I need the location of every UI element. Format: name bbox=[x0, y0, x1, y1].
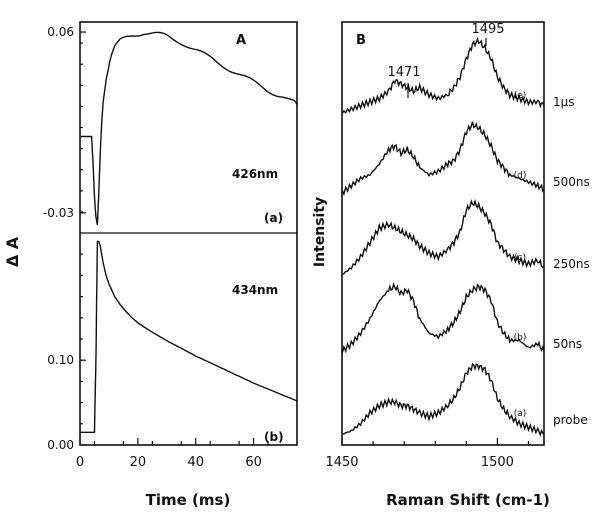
spectrum-tag: (d) bbox=[514, 171, 527, 181]
spectrum-tag: (e) bbox=[514, 91, 527, 101]
panel-a-xtick-label: 20 bbox=[130, 455, 147, 470]
panel-a-xtick-label: 0 bbox=[76, 455, 84, 470]
spectrum-50ns bbox=[341, 281, 545, 355]
panel-a: A 426nm (a) 434nm (b) Δ A Time (ms) 0.06… bbox=[3, 21, 298, 509]
spectrum-500ns bbox=[341, 121, 545, 197]
trace-a-wavelength: 426nm bbox=[232, 167, 278, 181]
panel-b: B Intensity Raman Shift (cm-1) 1471 1495… bbox=[312, 21, 590, 509]
panel-a-ytick-label: 0.00 bbox=[47, 438, 74, 452]
panel-a-ytick-label: 0.06 bbox=[47, 25, 74, 39]
spectrum-probe bbox=[341, 362, 545, 438]
panel-a-ylabel: Δ A bbox=[3, 236, 22, 267]
panel-a-traces bbox=[80, 31, 298, 433]
trace-b-tag: (b) bbox=[264, 430, 284, 444]
panel-a-letter: A bbox=[236, 33, 246, 48]
spectrum-name: 1μs bbox=[553, 95, 575, 109]
panel-a-ticks: 0.06 -0.03 0.10 0.000 20 40 60 bbox=[43, 25, 269, 470]
trace-b-wavelength: 434nm bbox=[232, 283, 278, 297]
spectrum-name: 250ns bbox=[553, 257, 590, 271]
spectrum-name: probe bbox=[553, 413, 588, 427]
panel-a-ytick-label: -0.03 bbox=[43, 206, 74, 220]
peak-label-1471: 1471 bbox=[387, 65, 420, 80]
panel-b-ticks: 1450 1500 bbox=[325, 438, 530, 470]
panel-b-xtick-label: 1450 bbox=[325, 455, 358, 470]
spectrum-1μs bbox=[341, 36, 545, 115]
panel-a-xtick-label: 60 bbox=[245, 455, 262, 470]
peak-label-1495: 1495 bbox=[471, 22, 504, 37]
panel-b-ylabel: Intensity bbox=[312, 197, 328, 267]
panel-b-labels: (e) 1μs (d) 500ns (c) 250ns (b) 50ns (a) probe bbox=[514, 91, 590, 427]
panel-a-ytick-label: 0.10 bbox=[47, 353, 74, 367]
panel-b-traces bbox=[341, 36, 545, 438]
spectrum-250ns bbox=[341, 198, 545, 276]
spectrum-tag: (a) bbox=[514, 409, 527, 419]
trace-a-tag: (a) bbox=[264, 211, 283, 225]
panel-b-xlabel: Raman Shift (cm-1) bbox=[386, 491, 550, 509]
spectrum-tag: (c) bbox=[514, 253, 526, 263]
spectrum-name: 500ns bbox=[553, 175, 590, 189]
panel-a-xtick-label: 40 bbox=[187, 455, 204, 470]
panel-b-frame bbox=[341, 21, 545, 446]
panel-b-letter: B bbox=[356, 33, 366, 48]
panel-a-xlabel: Time (ms) bbox=[146, 491, 231, 509]
spectrum-name: 50ns bbox=[553, 337, 582, 351]
panel-b-xtick-label: 1500 bbox=[481, 455, 514, 470]
spectrum-tag: (b) bbox=[514, 333, 527, 343]
panel-a-trace-a bbox=[80, 31, 298, 226]
panel-a-trace-b bbox=[80, 240, 298, 433]
